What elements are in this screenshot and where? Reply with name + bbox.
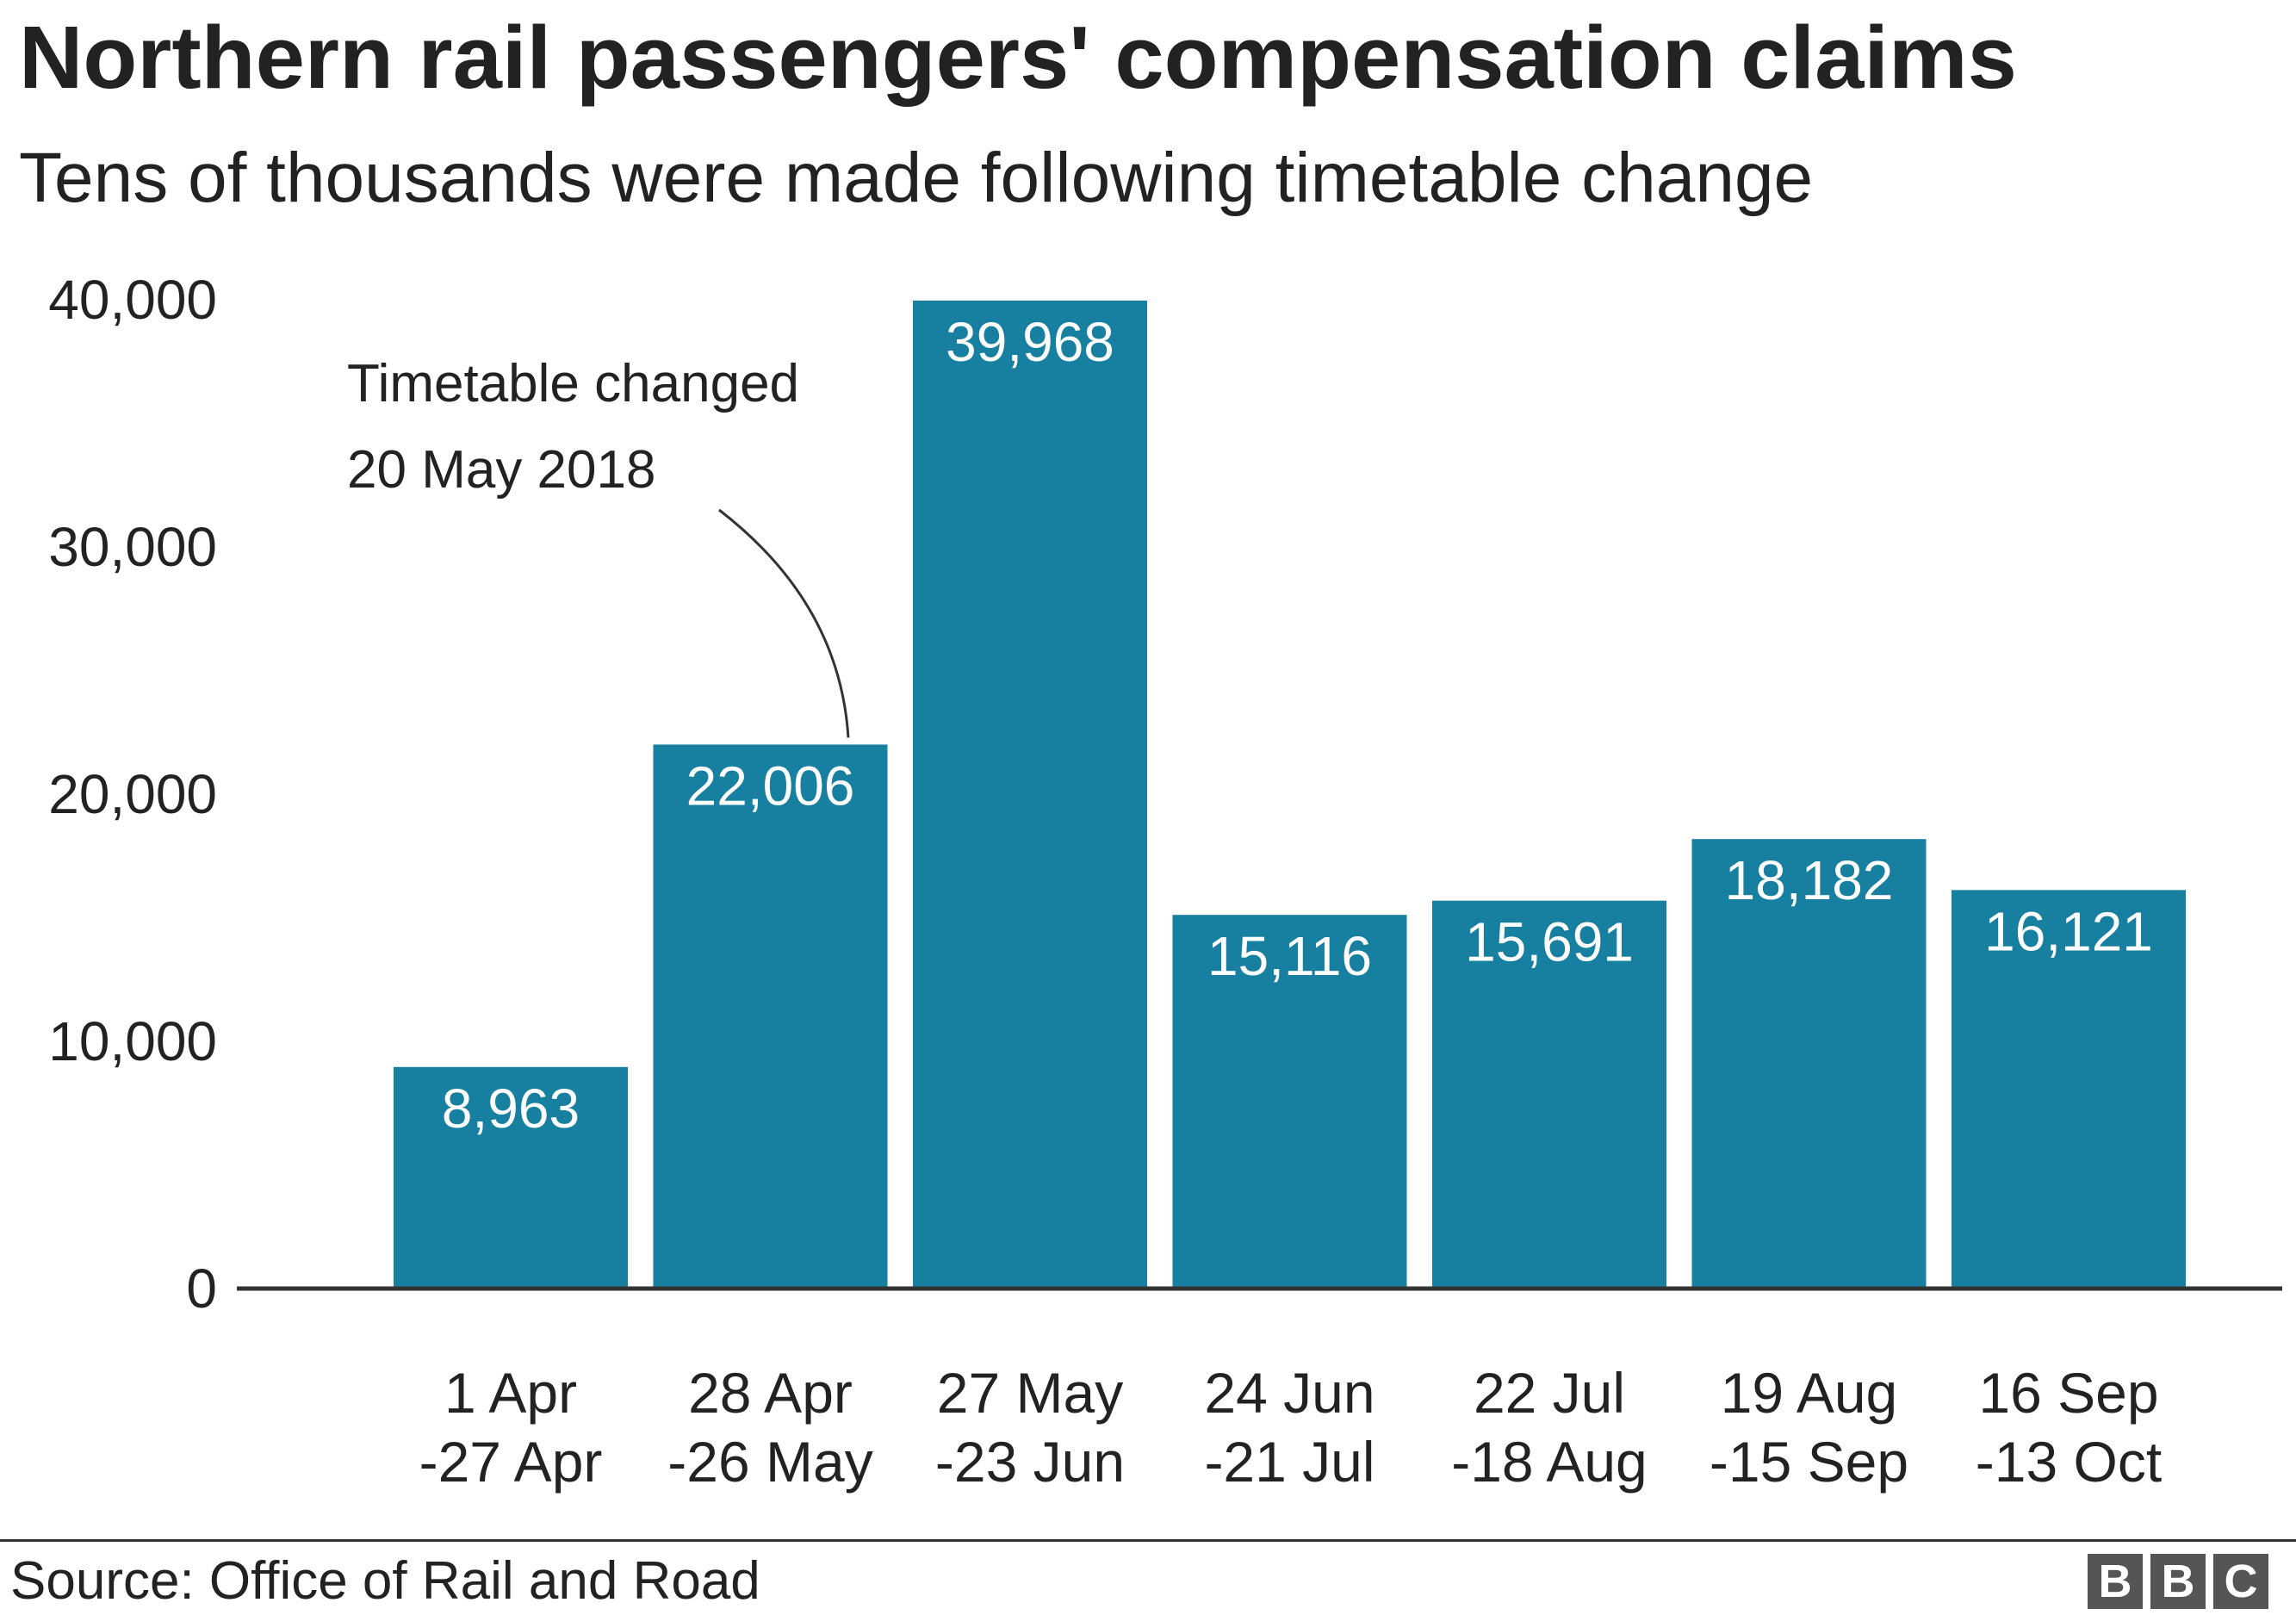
bar — [1172, 915, 1407, 1289]
bar — [1691, 839, 1927, 1289]
annotation: Timetable changed 20 May 2018 — [347, 354, 850, 738]
bar — [913, 300, 1147, 1289]
y-tick-label: 30,000 — [48, 516, 217, 578]
bbc-logo-letter: C — [2213, 1554, 2268, 1609]
bar-value-label: 15,116 — [1207, 925, 1372, 987]
source-text: Source: Office of Rail and Road — [10, 1551, 760, 1611]
bbc-logo-letter: B — [2150, 1554, 2206, 1609]
chart-subtitle: Tens of thousands were made following ti… — [19, 139, 1814, 217]
chart-title: Northern rail passengers' compensation c… — [19, 8, 2017, 107]
bar — [1432, 900, 1666, 1289]
x-axis-category-labels: 1 Apr-27 Apr 28 Apr-26 May 27 May-23 Jun 24… — [419, 1361, 2163, 1494]
x-category-label: 19 Aug — [1721, 1361, 1898, 1425]
y-tick-label: 0 — [186, 1258, 217, 1320]
annotation-text: Timetable changed — [347, 354, 799, 413]
x-category-label: -23 Jun — [935, 1430, 1125, 1494]
x-category-label: -13 Oct — [1976, 1430, 2162, 1494]
bar-chart: 0 10,000 20,000 30,000 40,000 8,963 22,006 39,… — [48, 269, 2282, 1494]
bar — [394, 1066, 628, 1289]
bar-value-label: 22,006 — [686, 755, 855, 817]
x-category-label: -27 Apr — [419, 1430, 603, 1494]
y-tick-label: 40,000 — [48, 269, 217, 331]
y-axis-ticks: 0 10,000 20,000 30,000 40,000 — [48, 269, 217, 1320]
x-category-label: 24 Jun — [1204, 1361, 1374, 1425]
bar — [653, 744, 888, 1289]
bar-value-label: 15,691 — [1465, 911, 1634, 973]
annotation-leader-line — [718, 508, 850, 738]
bbc-logo-letter: B — [2088, 1554, 2143, 1609]
y-tick-label: 20,000 — [48, 763, 217, 825]
annotation-text: 20 May 2018 — [347, 440, 655, 500]
x-category-label: 27 May — [937, 1361, 1123, 1425]
x-category-label: -26 May — [667, 1430, 872, 1494]
bbc-logo: B B C — [2088, 1554, 2268, 1609]
bar-value-label: 16,121 — [1984, 900, 2153, 962]
x-category-label: 22 Jul — [1474, 1361, 1625, 1425]
bar-value-label: 39,968 — [946, 311, 1114, 373]
x-category-label: -15 Sep — [1710, 1430, 1908, 1494]
x-category-label: 28 Apr — [688, 1361, 853, 1425]
x-category-label: 1 Apr — [444, 1361, 577, 1425]
bar — [1952, 890, 2186, 1289]
bars — [394, 300, 2186, 1289]
x-category-label: -21 Jul — [1204, 1430, 1374, 1494]
footer-divider — [0, 1539, 2296, 1542]
bar-value-label: 18,182 — [1725, 849, 1894, 911]
x-category-label: 16 Sep — [1978, 1361, 2158, 1425]
y-tick-label: 10,000 — [48, 1010, 217, 1072]
x-category-label: -18 Aug — [1451, 1430, 1648, 1494]
bar-value-labels: 8,963 22,006 39,968 15,116 15,691 18,182 16,12… — [442, 311, 2153, 1140]
bar-value-label: 8,963 — [442, 1078, 580, 1140]
